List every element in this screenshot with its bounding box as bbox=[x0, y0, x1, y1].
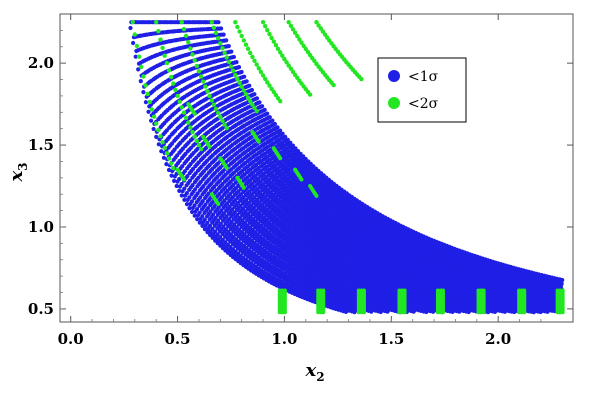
data-point-1sigma bbox=[202, 227, 207, 232]
data-point-1sigma bbox=[192, 203, 197, 208]
data-point-1sigma bbox=[193, 187, 198, 192]
data-point-1sigma bbox=[205, 220, 210, 225]
data-point-1sigma bbox=[208, 209, 213, 214]
data-point-1sigma bbox=[185, 174, 190, 179]
data-point-1sigma bbox=[208, 232, 213, 238]
data-point-1sigma bbox=[180, 164, 185, 169]
data-point-1sigma bbox=[205, 230, 210, 235]
data-point-1sigma bbox=[234, 225, 239, 230]
data-point-1sigma bbox=[184, 191, 189, 196]
data-point-1sigma bbox=[195, 217, 200, 222]
data-point-1sigma bbox=[197, 220, 202, 225]
data-point-1sigma bbox=[215, 232, 220, 237]
data-point-1sigma bbox=[210, 226, 215, 231]
data-point-1sigma bbox=[216, 205, 221, 210]
data-point-1sigma bbox=[187, 178, 193, 183]
data-point-1sigma bbox=[190, 183, 195, 188]
data-point-1sigma bbox=[200, 214, 205, 219]
data-point-1sigma bbox=[221, 224, 226, 229]
data-point-1sigma bbox=[200, 223, 205, 228]
data-point-1sigma bbox=[219, 208, 224, 213]
data-point-1sigma bbox=[179, 193, 184, 198]
data-point-1sigma bbox=[141, 90, 146, 95]
data-point-1sigma bbox=[190, 209, 195, 215]
data-point-1sigma bbox=[131, 40, 136, 46]
data-point-1sigma bbox=[184, 202, 190, 207]
data-point-1sigma bbox=[156, 142, 161, 147]
data-point-1sigma bbox=[161, 155, 166, 160]
data-point-1sigma bbox=[224, 214, 229, 219]
data-point-1sigma bbox=[164, 162, 169, 167]
data-point-1sigma bbox=[133, 54, 138, 59]
data-point-1sigma bbox=[200, 199, 205, 204]
data-point-1sigma bbox=[187, 206, 192, 211]
data-point-1sigma bbox=[151, 126, 156, 132]
data-point-1sigma bbox=[218, 235, 223, 240]
data-point-1sigma bbox=[195, 191, 200, 196]
data-point-1sigma bbox=[177, 177, 182, 182]
data-point-1sigma bbox=[128, 25, 133, 31]
data-point-1sigma bbox=[159, 149, 164, 154]
data-point-1sigma bbox=[166, 167, 172, 173]
data-point-1sigma bbox=[223, 227, 228, 232]
data-point-1sigma bbox=[172, 147, 177, 152]
data-point-1sigma bbox=[169, 173, 174, 178]
data-point-1sigma bbox=[189, 199, 195, 204]
data-point-1sigma bbox=[192, 213, 197, 218]
data-point-1sigma bbox=[175, 153, 180, 158]
data-point-1sigma bbox=[146, 109, 151, 114]
points-layer bbox=[128, 20, 565, 315]
data-point-1sigma bbox=[226, 229, 231, 234]
data-point-1sigma bbox=[143, 100, 148, 105]
data-point-1sigma bbox=[213, 229, 218, 234]
data-point-1sigma bbox=[149, 118, 154, 123]
data-point-1sigma bbox=[177, 158, 182, 163]
data-point-1sigma bbox=[174, 183, 179, 189]
data-point-1sigma bbox=[210, 235, 215, 240]
data-point-1sigma bbox=[215, 241, 220, 246]
data-point-1sigma bbox=[207, 223, 213, 228]
data-point-1sigma bbox=[213, 215, 218, 220]
data-point-1sigma bbox=[182, 186, 187, 191]
data-point-1sigma bbox=[172, 178, 177, 183]
data-point-1sigma bbox=[206, 191, 211, 196]
data-point-1sigma bbox=[136, 67, 141, 72]
data-point-1sigma bbox=[218, 221, 223, 226]
data-point-1sigma bbox=[213, 238, 218, 243]
data-point-1sigma bbox=[216, 218, 221, 223]
data-point-1sigma bbox=[182, 197, 187, 202]
data-point-1sigma bbox=[197, 210, 202, 215]
data-point-1sigma bbox=[221, 211, 226, 216]
data-point-1sigma bbox=[187, 195, 192, 200]
data-point-1sigma bbox=[211, 212, 216, 217]
data-point-1sigma bbox=[154, 134, 159, 139]
data-point-1sigma bbox=[203, 202, 208, 207]
data-point-1sigma bbox=[179, 181, 184, 187]
data-point-1sigma bbox=[182, 169, 187, 174]
data-point-1sigma bbox=[202, 217, 207, 222]
data-point-1sigma bbox=[138, 79, 143, 84]
data-point-1sigma bbox=[177, 188, 182, 193]
data-point-1sigma bbox=[232, 222, 237, 227]
data-point-1sigma bbox=[205, 206, 211, 211]
data-point-1sigma bbox=[195, 207, 200, 212]
data-point-1sigma bbox=[201, 184, 206, 189]
data-point-1sigma bbox=[198, 195, 203, 200]
